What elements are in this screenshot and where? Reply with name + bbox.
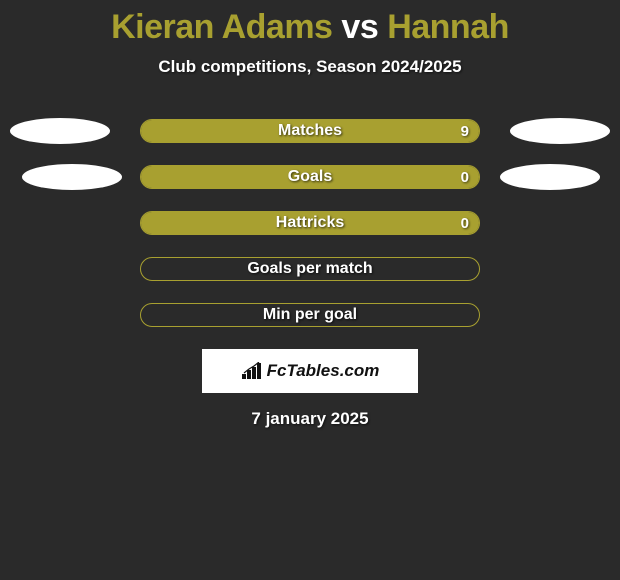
player-a-name: Kieran Adams	[111, 8, 332, 46]
stat-row: Matches 9	[0, 119, 620, 143]
stat-label: Matches	[278, 122, 342, 140]
stat-row: Goals per match	[0, 257, 620, 281]
stat-row: Min per goal	[0, 303, 620, 327]
player-b-ellipse	[510, 118, 610, 144]
logo-box: FcTables.com	[202, 349, 418, 393]
subtitle: Club competitions, Season 2024/2025	[0, 57, 620, 77]
stat-label: Goals	[288, 168, 332, 186]
stat-right-value: 0	[461, 215, 469, 232]
stat-bar: Min per goal	[140, 303, 480, 327]
logo-text: FcTables.com	[267, 361, 380, 381]
stat-right-value: 0	[461, 169, 469, 186]
player-a-ellipse	[10, 118, 110, 144]
stat-label: Hattricks	[276, 214, 344, 232]
stat-bar: Hattricks 0	[140, 211, 480, 235]
player-a-ellipse	[22, 164, 122, 190]
stat-label: Min per goal	[263, 306, 357, 324]
logo-chart-icon	[241, 362, 263, 380]
date-label: 7 january 2025	[0, 409, 620, 429]
comparison-container: Kieran Adams vs Hannah Club competitions…	[0, 0, 620, 429]
stat-label: Goals per match	[247, 260, 372, 278]
stat-row: Goals 0	[0, 165, 620, 189]
vs-text: vs	[341, 8, 378, 46]
stat-row: Hattricks 0	[0, 211, 620, 235]
stat-bar: Goals per match	[140, 257, 480, 281]
stats-rows: Matches 9 Goals 0 Hattricks 0 Goals per match M…	[0, 119, 620, 327]
page-title: Kieran Adams vs Hannah	[0, 0, 620, 47]
player-b-ellipse	[500, 164, 600, 190]
stat-bar: Matches 9	[140, 119, 480, 143]
player-b-name: Hannah	[387, 8, 509, 46]
stat-right-value: 9	[461, 123, 469, 140]
stat-bar: Goals 0	[140, 165, 480, 189]
